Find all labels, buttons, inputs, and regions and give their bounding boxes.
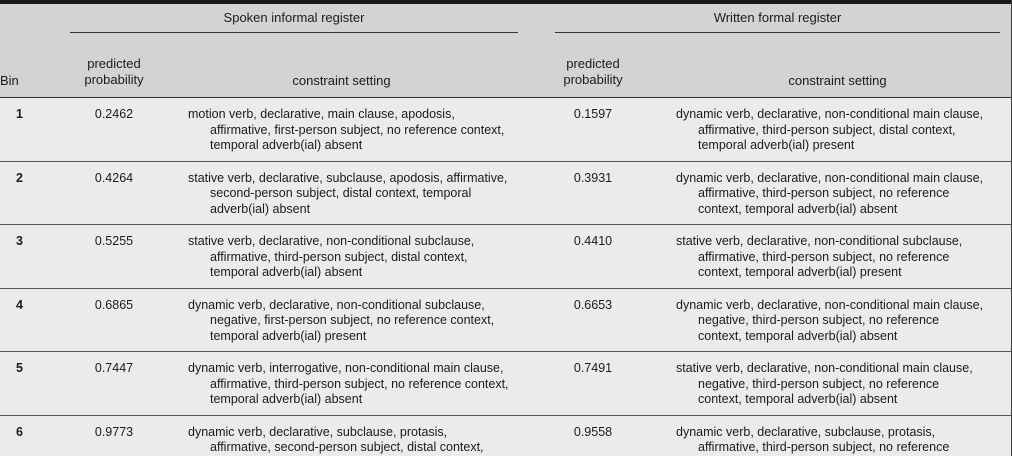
probability-cell-spoken: 0.4264 [68,161,160,225]
column-header-row: Bin predicted probability constraint set… [0,33,1011,98]
probability-cell-spoken: 0.6865 [68,288,160,352]
constraint-cell-spoken: dynamic verb, declarative, non-condition… [160,288,523,352]
constraint-cell-written: stative verb, declarative, non-condition… [663,351,1011,415]
column-header-probability-spoken: predicted probability [68,33,160,98]
bin-cell: 6 [0,415,68,456]
constraint-cell-spoken: motion verb, declarative, main clause, a… [160,97,523,161]
probability-cell-spoken: 0.7447 [68,351,160,415]
bin-cell: 1 [0,97,68,161]
constraint-cell-written: dynamic verb, declarative, non-condition… [663,97,1011,161]
bin-cell: 5 [0,351,68,415]
group-label-written: Written formal register [555,4,1001,33]
probability-cell-written: 0.1597 [523,97,663,161]
constraint-cell-written: dynamic verb, declarative, non-condition… [663,161,1011,225]
column-header-bin: Bin [0,33,68,98]
table-row: 1 0.2462 motion verb, declarative, main … [0,97,1011,161]
group-header-written: Written formal register [523,0,1011,33]
table-row: 5 0.7447 dynamic verb, interrogative, no… [0,351,1011,415]
probability-cell-spoken: 0.9773 [68,415,160,456]
probability-cell-written: 0.3931 [523,161,663,225]
group-header-row: Spoken informal register Written formal … [0,0,1011,33]
constraint-cell-spoken: dynamic verb, interrogative, non-conditi… [160,351,523,415]
column-header-constraint-written: constraint setting [663,33,1011,98]
bin-cell: 4 [0,288,68,352]
group-header-spoken: Spoken informal register [68,0,523,33]
constraint-cell-spoken: dynamic verb, declarative, subclause, pr… [160,415,523,456]
column-header-probability-written: predicted probability [523,33,663,98]
probability-cell-written: 0.9558 [523,415,663,456]
table-row: 3 0.5255 stative verb, declarative, non-… [0,224,1011,288]
constraint-cell-spoken: stative verb, declarative, subclause, ap… [160,161,523,225]
table-row: 2 0.4264 stative verb, declarative, subc… [0,161,1011,225]
constraint-cell-spoken: stative verb, declarative, non-condition… [160,224,523,288]
table-row: 4 0.6865 dynamic verb, declarative, non-… [0,288,1011,352]
probability-cell-written: 0.7491 [523,351,663,415]
probability-cell-spoken: 0.5255 [68,224,160,288]
bin-cell: 3 [0,224,68,288]
probability-cell-spoken: 0.2462 [68,97,160,161]
bin-cell: 2 [0,161,68,225]
group-label-spoken: Spoken informal register [70,4,518,33]
constraint-cell-written: dynamic verb, declarative, subclause, pr… [663,415,1011,456]
constraint-cell-written: dynamic verb, declarative, non-condition… [663,288,1011,352]
group-header-spacer [0,0,68,33]
table-row: 6 0.9773 dynamic verb, declarative, subc… [0,415,1011,456]
probability-cell-written: 0.4410 [523,224,663,288]
probability-cell-written: 0.6653 [523,288,663,352]
column-header-constraint-spoken: constraint setting [160,33,523,98]
constraint-cell-written: stative verb, declarative, non-condition… [663,224,1011,288]
